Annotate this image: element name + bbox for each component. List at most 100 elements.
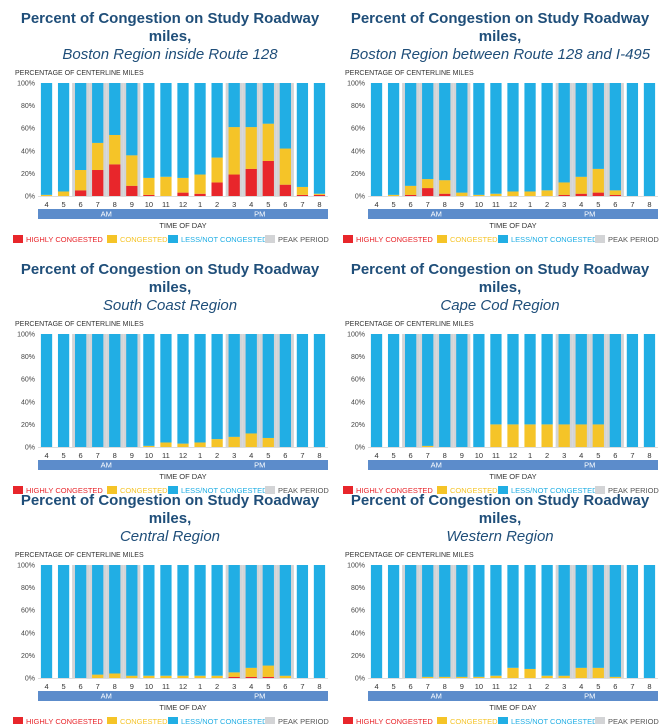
x-tick-label: 6 <box>409 451 413 460</box>
bar-chart: PERCENTAGE OF CENTERLINE MILES 0% 20% 40% 60… <box>343 552 659 724</box>
bar-less-congested <box>473 565 485 677</box>
chart-panel-western: Percent of Congestion on Study Roadway m… <box>340 492 660 724</box>
x-tick-label: 10 <box>475 200 483 209</box>
bar-group <box>572 565 590 678</box>
bar-less-congested <box>313 565 326 678</box>
bar-group <box>626 565 639 678</box>
bar-group <box>589 565 607 678</box>
bar-less-congested <box>40 565 53 678</box>
x-tick-label: 3 <box>232 451 236 460</box>
bar-group <box>572 334 590 447</box>
bar-congested <box>177 177 189 193</box>
bar-less-congested <box>405 565 417 678</box>
pm-label: PM <box>584 692 595 701</box>
bar-group <box>40 334 53 447</box>
bar-highly-congested <box>211 182 223 196</box>
bar-group <box>276 334 294 447</box>
bar-group <box>242 565 260 678</box>
legend-less-congested: LESS/NOT CONGESTED <box>498 235 598 244</box>
bar-group <box>123 334 141 447</box>
chart-title-main: Percent of Congestion on Study Roadway m… <box>350 10 650 45</box>
bar-congested <box>507 667 519 678</box>
bar-congested <box>262 665 274 677</box>
bar-less-congested <box>296 334 309 447</box>
x-tick-label: 4 <box>579 682 583 691</box>
bar-group <box>643 83 656 196</box>
legend-label: LESS/NOT CONGESTED <box>181 486 268 495</box>
y-tick-label: 20% <box>351 422 365 429</box>
bar-group <box>387 83 400 196</box>
bar-less-congested <box>228 83 240 128</box>
chart-title: Percent of Congestion on Study Roadway m… <box>10 10 330 64</box>
x-tick-label: 2 <box>215 200 219 209</box>
x-axis-title: TIME OF DAY <box>159 221 206 230</box>
bar-less-congested <box>160 83 172 177</box>
bar-group <box>606 334 624 447</box>
y-tick-label: 60% <box>351 126 365 133</box>
bar-congested <box>541 675 553 678</box>
legend-peak-period: PEAK PERIOD <box>265 486 329 495</box>
bar-highly-congested <box>245 168 257 196</box>
bar-highly-congested <box>143 194 155 196</box>
am-label: AM <box>101 461 112 470</box>
bar-group <box>211 334 223 447</box>
chart-subtitle: Western Region <box>446 528 554 545</box>
bar-group <box>541 83 553 196</box>
bar-group <box>555 565 573 678</box>
chart-subtitle: Central Region <box>119 528 221 545</box>
bar-highly-congested <box>558 194 570 196</box>
x-tick-label: 11 <box>492 200 500 209</box>
x-tick-label: 5 <box>62 200 66 209</box>
legend-label: PEAK PERIOD <box>608 486 659 495</box>
legend-congested: CONGESTED <box>107 235 168 244</box>
chart-title-main: Percent of Congestion on Study Roadway m… <box>350 492 650 527</box>
bar-group <box>57 83 70 196</box>
bar-group <box>194 83 206 196</box>
bar-group <box>473 83 485 196</box>
x-tick-label: 7 <box>96 682 100 691</box>
am-label: AM <box>431 461 442 470</box>
bar-congested <box>609 190 621 195</box>
bar-congested <box>160 442 172 447</box>
y-tick-label: 80% <box>21 354 35 361</box>
bar-congested <box>422 445 434 447</box>
bar-less-congested <box>609 83 621 191</box>
bar-less-congested <box>143 334 155 446</box>
legend-label: CONGESTED <box>450 486 498 495</box>
bar-group <box>313 83 326 196</box>
bar-group <box>419 334 437 447</box>
bar-congested <box>245 127 257 169</box>
chart-title: Percent of Congestion on Study Roadway m… <box>10 261 330 315</box>
bar-congested <box>143 177 155 195</box>
x-tick-label: 5 <box>266 200 270 209</box>
x-tick-label: 11 <box>492 682 500 691</box>
x-tick-label: 8 <box>317 451 321 460</box>
y-tick-label: 80% <box>351 103 365 110</box>
y-tick-label: 40% <box>351 148 365 155</box>
y-tick-label: 40% <box>21 630 35 637</box>
x-tick-label: 5 <box>392 200 396 209</box>
x-tick-label: 9 <box>460 682 464 691</box>
bar-group <box>402 565 420 678</box>
chart-title-main: Percent of Congestion on Study Roadway m… <box>20 261 320 296</box>
bar-chart: PERCENTAGE OF CENTERLINE MILES 0% 20% 40% 60… <box>13 70 329 244</box>
y-tick-label: 0% <box>25 445 35 452</box>
x-tick-label: 4 <box>374 451 378 460</box>
x-tick-label: 8 <box>647 682 651 691</box>
x-tick-label: 8 <box>317 200 321 209</box>
bar-group <box>194 565 206 678</box>
x-tick-label: 7 <box>630 682 634 691</box>
bar-group <box>259 83 277 196</box>
bar-congested <box>473 676 485 678</box>
bar-congested <box>279 675 291 678</box>
bar-less-congested <box>387 83 400 195</box>
y-tick-label: 40% <box>21 148 35 155</box>
y-tick-label: 60% <box>351 377 365 384</box>
bar-highly-congested <box>279 184 291 196</box>
legend-label: HIGHLY CONGESTED <box>26 235 103 244</box>
bar-congested <box>228 672 240 677</box>
bar-less-congested <box>405 334 417 447</box>
bar-less-congested <box>422 83 434 180</box>
bar-group <box>370 334 383 447</box>
bar-congested <box>524 191 536 196</box>
